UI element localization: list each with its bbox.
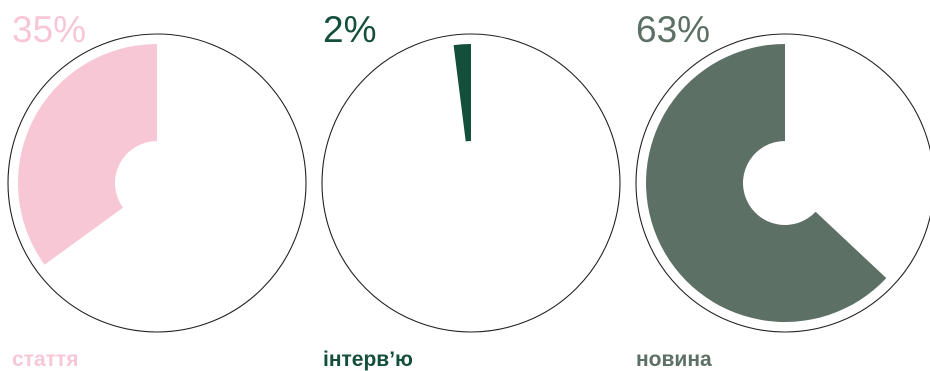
pie-slice	[453, 44, 471, 142]
pie-slice	[17, 44, 157, 265]
pie-outline-ring	[321, 33, 621, 333]
pie-percentage-label: 35%	[12, 9, 86, 50]
pie-chart-group: 2% інтерв’ю	[321, 9, 621, 371]
pie-category-label: стаття	[12, 348, 78, 371]
pie-chart-group: 63% новина	[635, 9, 930, 371]
pie-category-label: інтерв’ю	[323, 348, 413, 371]
pie-percentage-label: 63%	[636, 9, 710, 50]
pie-chart-group: 35% стаття	[7, 9, 307, 371]
pie-slice	[646, 44, 887, 322]
pie-outline-ring	[635, 33, 930, 333]
pie-outline-ring	[7, 33, 307, 333]
pie-category-label: новина	[636, 348, 712, 371]
pie-percentage-label: 2%	[323, 9, 376, 50]
